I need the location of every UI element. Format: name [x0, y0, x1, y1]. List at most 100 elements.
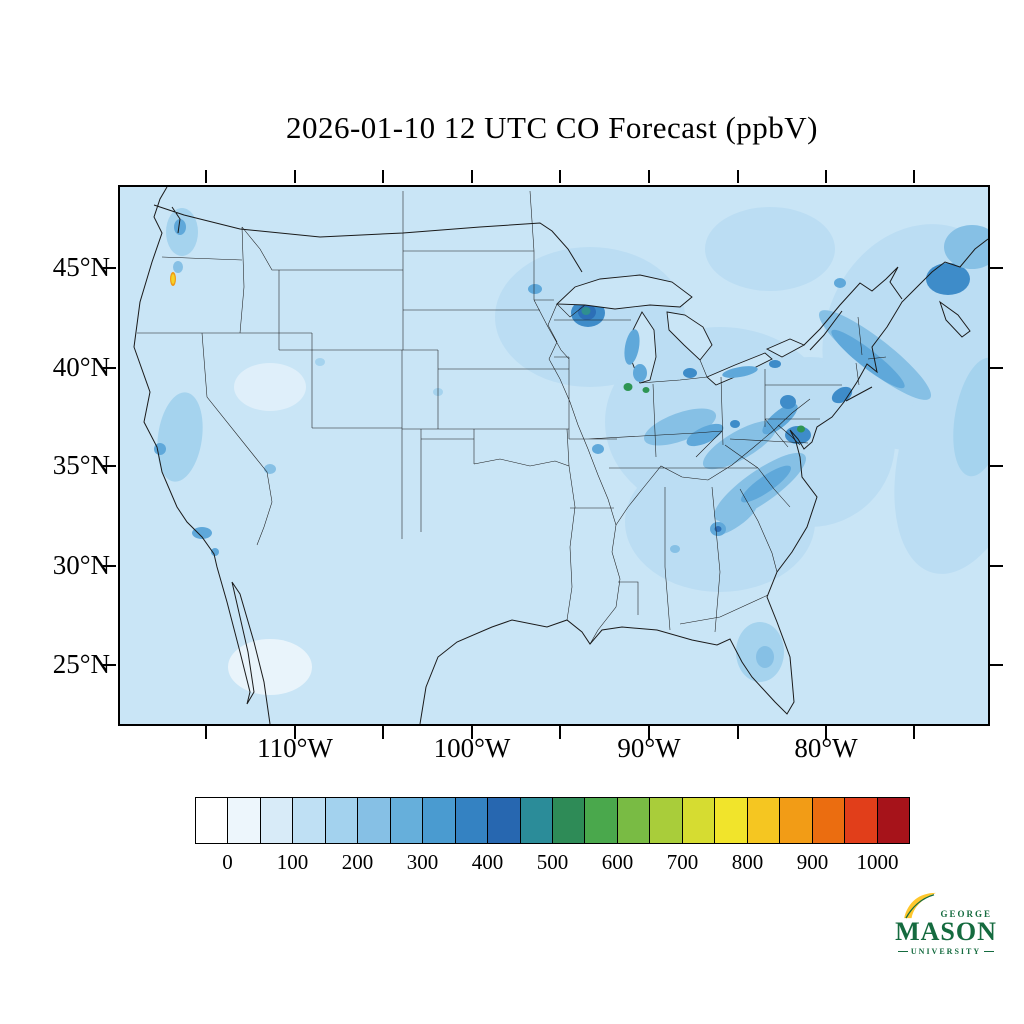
co-plume: [592, 444, 604, 454]
colorbar-cell: [682, 798, 716, 843]
axis-tick: [471, 726, 473, 739]
colorbar-cell: [293, 798, 326, 843]
colorbar-tick-label: 800: [731, 850, 764, 874]
colorbar-cell: [228, 798, 261, 843]
lon-label: 90°W: [617, 733, 681, 763]
colorbar-tick-label: 500: [536, 850, 569, 874]
logo-rule-right: [984, 951, 995, 952]
colorbar-cell: [617, 798, 651, 843]
colorbar: 0 100 200 300 400 500 600 700 800 900 1000: [195, 797, 910, 874]
colorbar-cell: [812, 798, 846, 843]
axis-tick: [205, 726, 207, 739]
axis-tick: [825, 726, 827, 739]
co-plume: [234, 363, 306, 411]
colorbar-cell: [585, 798, 618, 843]
co-plume: [944, 225, 988, 269]
colorbar-cell: [747, 798, 781, 843]
colorbar-tick-label: 200: [341, 850, 374, 874]
colorbar-tick-label: 1000: [856, 850, 899, 874]
colorbar-cell: [650, 798, 683, 843]
lon-label: 80°W: [794, 733, 858, 763]
co-plume: [831, 386, 853, 404]
colorbar-cell: [488, 798, 521, 843]
gmu-logo-top: GEORGE: [902, 891, 992, 919]
colorbar-cell: [325, 798, 359, 843]
colorbar-cell: [358, 798, 391, 843]
colorbar-cells: [195, 797, 910, 844]
co-plume: [643, 408, 717, 446]
colorbar-cell: [520, 798, 553, 843]
co-plume: [642, 387, 650, 393]
logo-george-text: GEORGE: [940, 909, 992, 919]
lat-label: 25°N: [52, 649, 110, 679]
co-plume: [741, 465, 791, 503]
colorbar-tick-label: 600: [601, 850, 634, 874]
axis-tick: [205, 170, 207, 183]
axis-tick: [913, 726, 915, 739]
axis-tick: [990, 367, 1003, 369]
co-plume: [192, 527, 212, 539]
co-plume: [953, 357, 988, 477]
co-plume: [705, 207, 835, 291]
logo-university-row: UNIVERSITY: [898, 947, 995, 956]
co-plume: [623, 383, 633, 391]
axis-tick: [648, 726, 650, 739]
co-plume: [686, 423, 724, 447]
co-plume: [624, 329, 640, 365]
colorbar-tick-label: 300: [406, 850, 439, 874]
axis-tick: [103, 664, 116, 666]
axis-tick: [990, 267, 1003, 269]
colorbar-cell: [423, 798, 456, 843]
map-panel: [118, 185, 990, 726]
co-plume: [581, 307, 591, 315]
colorbar-cell: [715, 798, 748, 843]
colorbar-tick-label: 0: [222, 850, 233, 874]
co-plume: [670, 545, 680, 553]
axis-tick: [990, 664, 1003, 666]
axis-tick: [990, 565, 1003, 567]
axis-tick: [103, 565, 116, 567]
axis-tick: [825, 170, 827, 183]
co-plume: [228, 639, 312, 695]
co-plume: [702, 420, 778, 470]
axis-tick: [559, 170, 561, 183]
logo-mason-text: MASON: [895, 917, 997, 946]
colorbar-cell: [196, 798, 229, 843]
co-plume: [315, 358, 325, 366]
axis-tick: [103, 267, 116, 269]
co-plume: [797, 425, 805, 433]
colorbar-tick-label: 100: [276, 850, 309, 874]
co-plumes-under: [154, 207, 988, 695]
co-plume: [173, 261, 183, 273]
co-plume: [730, 420, 740, 428]
us-co-forecast-map: [120, 187, 988, 724]
logo-university-text: UNIVERSITY: [910, 947, 982, 956]
co-plume: [834, 278, 846, 288]
axis-tick: [294, 170, 296, 183]
lat-label: 30°N: [52, 550, 110, 580]
state-borders: [137, 190, 887, 645]
axis-tick: [559, 726, 561, 739]
lat-label: 45°N: [52, 252, 110, 282]
co-plume: [528, 284, 542, 294]
colorbar-tick-label: 700: [666, 850, 699, 874]
co-plume: [769, 360, 781, 368]
co-plume: [264, 464, 276, 474]
co-plumes-over: [170, 272, 805, 433]
co-plume: [174, 219, 186, 235]
co-plume: [633, 364, 647, 382]
colorbar-tick-label: 900: [796, 850, 829, 874]
colorbar-cell: [877, 798, 909, 843]
gmu-logo: GEORGE MASON UNIVERSITY: [895, 891, 997, 956]
lon-label: 110°W: [257, 733, 333, 763]
colorbar-cell: [845, 798, 878, 843]
lat-label: 35°N: [52, 450, 110, 480]
axis-tick: [471, 170, 473, 183]
colorbar-cell: [780, 798, 813, 843]
axis-tick: [648, 170, 650, 183]
co-plume: [171, 274, 175, 284]
axis-tick: [382, 170, 384, 183]
lat-label: 40°N: [52, 352, 110, 382]
axis-tick: [103, 465, 116, 467]
